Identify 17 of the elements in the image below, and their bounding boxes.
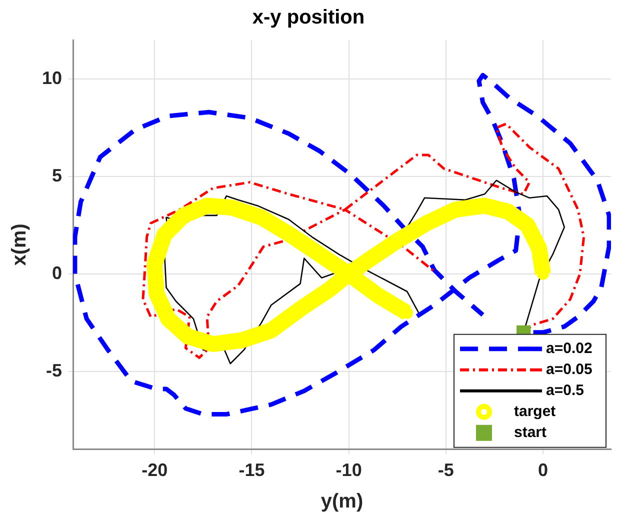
x-tick-label: -5 bbox=[438, 460, 454, 480]
legend-label: a=0.5 bbox=[546, 382, 584, 400]
x-tick-label: -15 bbox=[238, 460, 265, 480]
x-axis-title: y(m) bbox=[320, 490, 364, 513]
y-tick-label: 0 bbox=[52, 262, 62, 283]
y-tick-label: 10 bbox=[42, 68, 62, 88]
x-tick-label: 0 bbox=[538, 460, 548, 480]
y-tick-label: 5 bbox=[52, 165, 62, 186]
legend-label: a=0.02 bbox=[546, 340, 592, 358]
legend-label: target bbox=[514, 403, 556, 420]
y-tick-label: -5 bbox=[46, 360, 62, 380]
legend-label: start bbox=[514, 424, 547, 442]
legend-label: a=0.05 bbox=[546, 361, 592, 378]
x-tick-label: -20 bbox=[142, 460, 168, 480]
x-tick-label: -10 bbox=[336, 460, 362, 480]
y-axis-title: x(m) bbox=[8, 224, 31, 266]
chart-title: x-y position bbox=[252, 6, 365, 29]
